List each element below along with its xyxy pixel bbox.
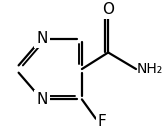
Text: N: N xyxy=(36,31,47,46)
Text: NH₂: NH₂ xyxy=(137,62,163,76)
Text: F: F xyxy=(97,114,106,129)
Text: N: N xyxy=(36,92,47,107)
Text: O: O xyxy=(102,2,114,17)
